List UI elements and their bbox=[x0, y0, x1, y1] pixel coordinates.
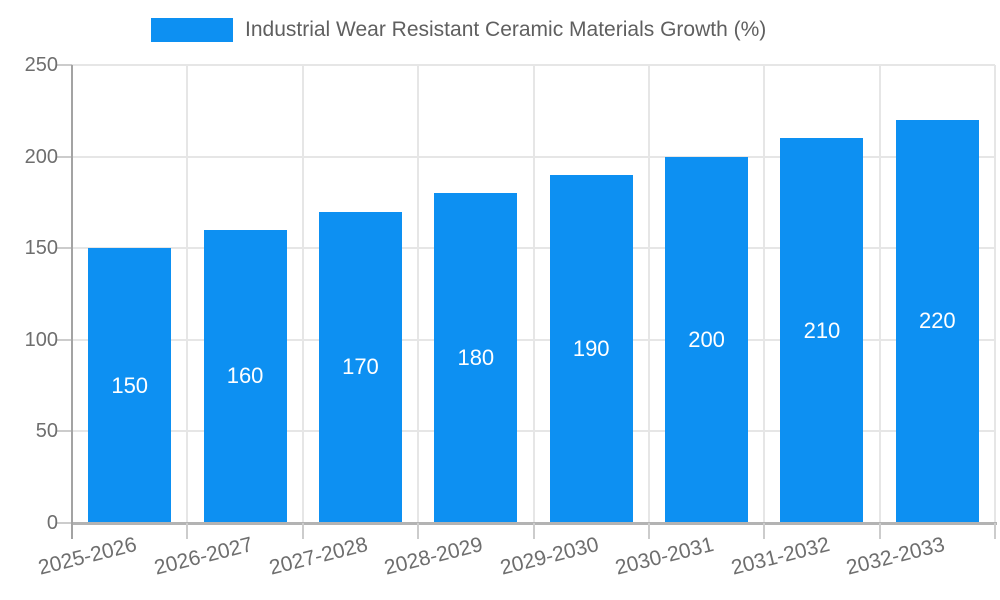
bar-value-label: 180 bbox=[457, 345, 495, 371]
bar bbox=[665, 156, 749, 523]
x-axis-label: 2025-2026 bbox=[36, 533, 140, 580]
x-axis-label: 2032-2033 bbox=[843, 533, 947, 580]
x-axis-tick bbox=[878, 523, 881, 539]
bar bbox=[434, 193, 518, 523]
gridline-vertical bbox=[301, 65, 304, 523]
x-axis-label: 2027-2028 bbox=[266, 533, 371, 580]
bar bbox=[549, 174, 633, 523]
y-axis-label: 0 bbox=[46, 512, 58, 534]
bar-value-label: 150 bbox=[111, 372, 149, 398]
x-axis-tick bbox=[301, 523, 304, 539]
bar bbox=[318, 211, 402, 523]
x-axis-label: 2026-2027 bbox=[151, 533, 255, 580]
x-axis-tick bbox=[994, 523, 996, 539]
x-axis-label: 2028-2029 bbox=[382, 533, 486, 580]
y-axis-label: 250 bbox=[24, 54, 58, 76]
bar-value-label: 220 bbox=[918, 308, 956, 334]
gridline-vertical bbox=[763, 65, 766, 523]
x-axis-tick bbox=[186, 523, 189, 539]
x-axis-label: 2030-2031 bbox=[613, 533, 717, 580]
bar-value-label: 170 bbox=[342, 354, 379, 380]
x-axis-label: 2031-2032 bbox=[728, 533, 832, 580]
gridline-vertical bbox=[994, 65, 996, 523]
x-axis-tick bbox=[532, 523, 535, 539]
bar-value-label: 160 bbox=[226, 363, 264, 389]
y-axis-label: 50 bbox=[35, 420, 58, 443]
y-axis-label: 100 bbox=[24, 328, 58, 351]
legend-swatch bbox=[151, 18, 233, 42]
y-axis-tick bbox=[57, 522, 72, 524]
y-axis-label: 200 bbox=[24, 145, 58, 168]
bar-value-label: 210 bbox=[803, 317, 841, 343]
bar bbox=[88, 248, 172, 523]
chart-legend: Industrial Wear Resistant Ceramic Materi… bbox=[151, 18, 766, 42]
bar-value-label: 200 bbox=[688, 326, 725, 352]
x-axis-tick bbox=[417, 523, 420, 539]
bar bbox=[895, 119, 979, 523]
bar-value-label: 190 bbox=[572, 335, 610, 361]
y-axis-tick bbox=[57, 338, 72, 341]
bar bbox=[780, 138, 864, 523]
gridline-vertical bbox=[532, 65, 535, 523]
y-axis-tick bbox=[57, 430, 72, 433]
y-axis-tick bbox=[57, 247, 72, 250]
x-axis-tick bbox=[647, 523, 650, 539]
gridline-vertical bbox=[186, 65, 189, 523]
y-axis-line bbox=[71, 65, 73, 539]
gridline-vertical bbox=[647, 65, 650, 523]
x-axis-label: 2029-2030 bbox=[497, 533, 601, 580]
y-axis-tick bbox=[57, 155, 72, 158]
gridline-vertical bbox=[417, 65, 420, 523]
y-axis-label: 150 bbox=[24, 237, 58, 260]
x-axis-line bbox=[72, 522, 997, 525]
y-axis-tick bbox=[57, 64, 72, 66]
chart-title: Industrial Wear Resistant Ceramic Materi… bbox=[245, 18, 767, 41]
bar bbox=[203, 229, 287, 523]
plot-area bbox=[72, 64, 996, 523]
x-axis-tick bbox=[763, 523, 766, 539]
gridline-vertical bbox=[878, 65, 881, 523]
